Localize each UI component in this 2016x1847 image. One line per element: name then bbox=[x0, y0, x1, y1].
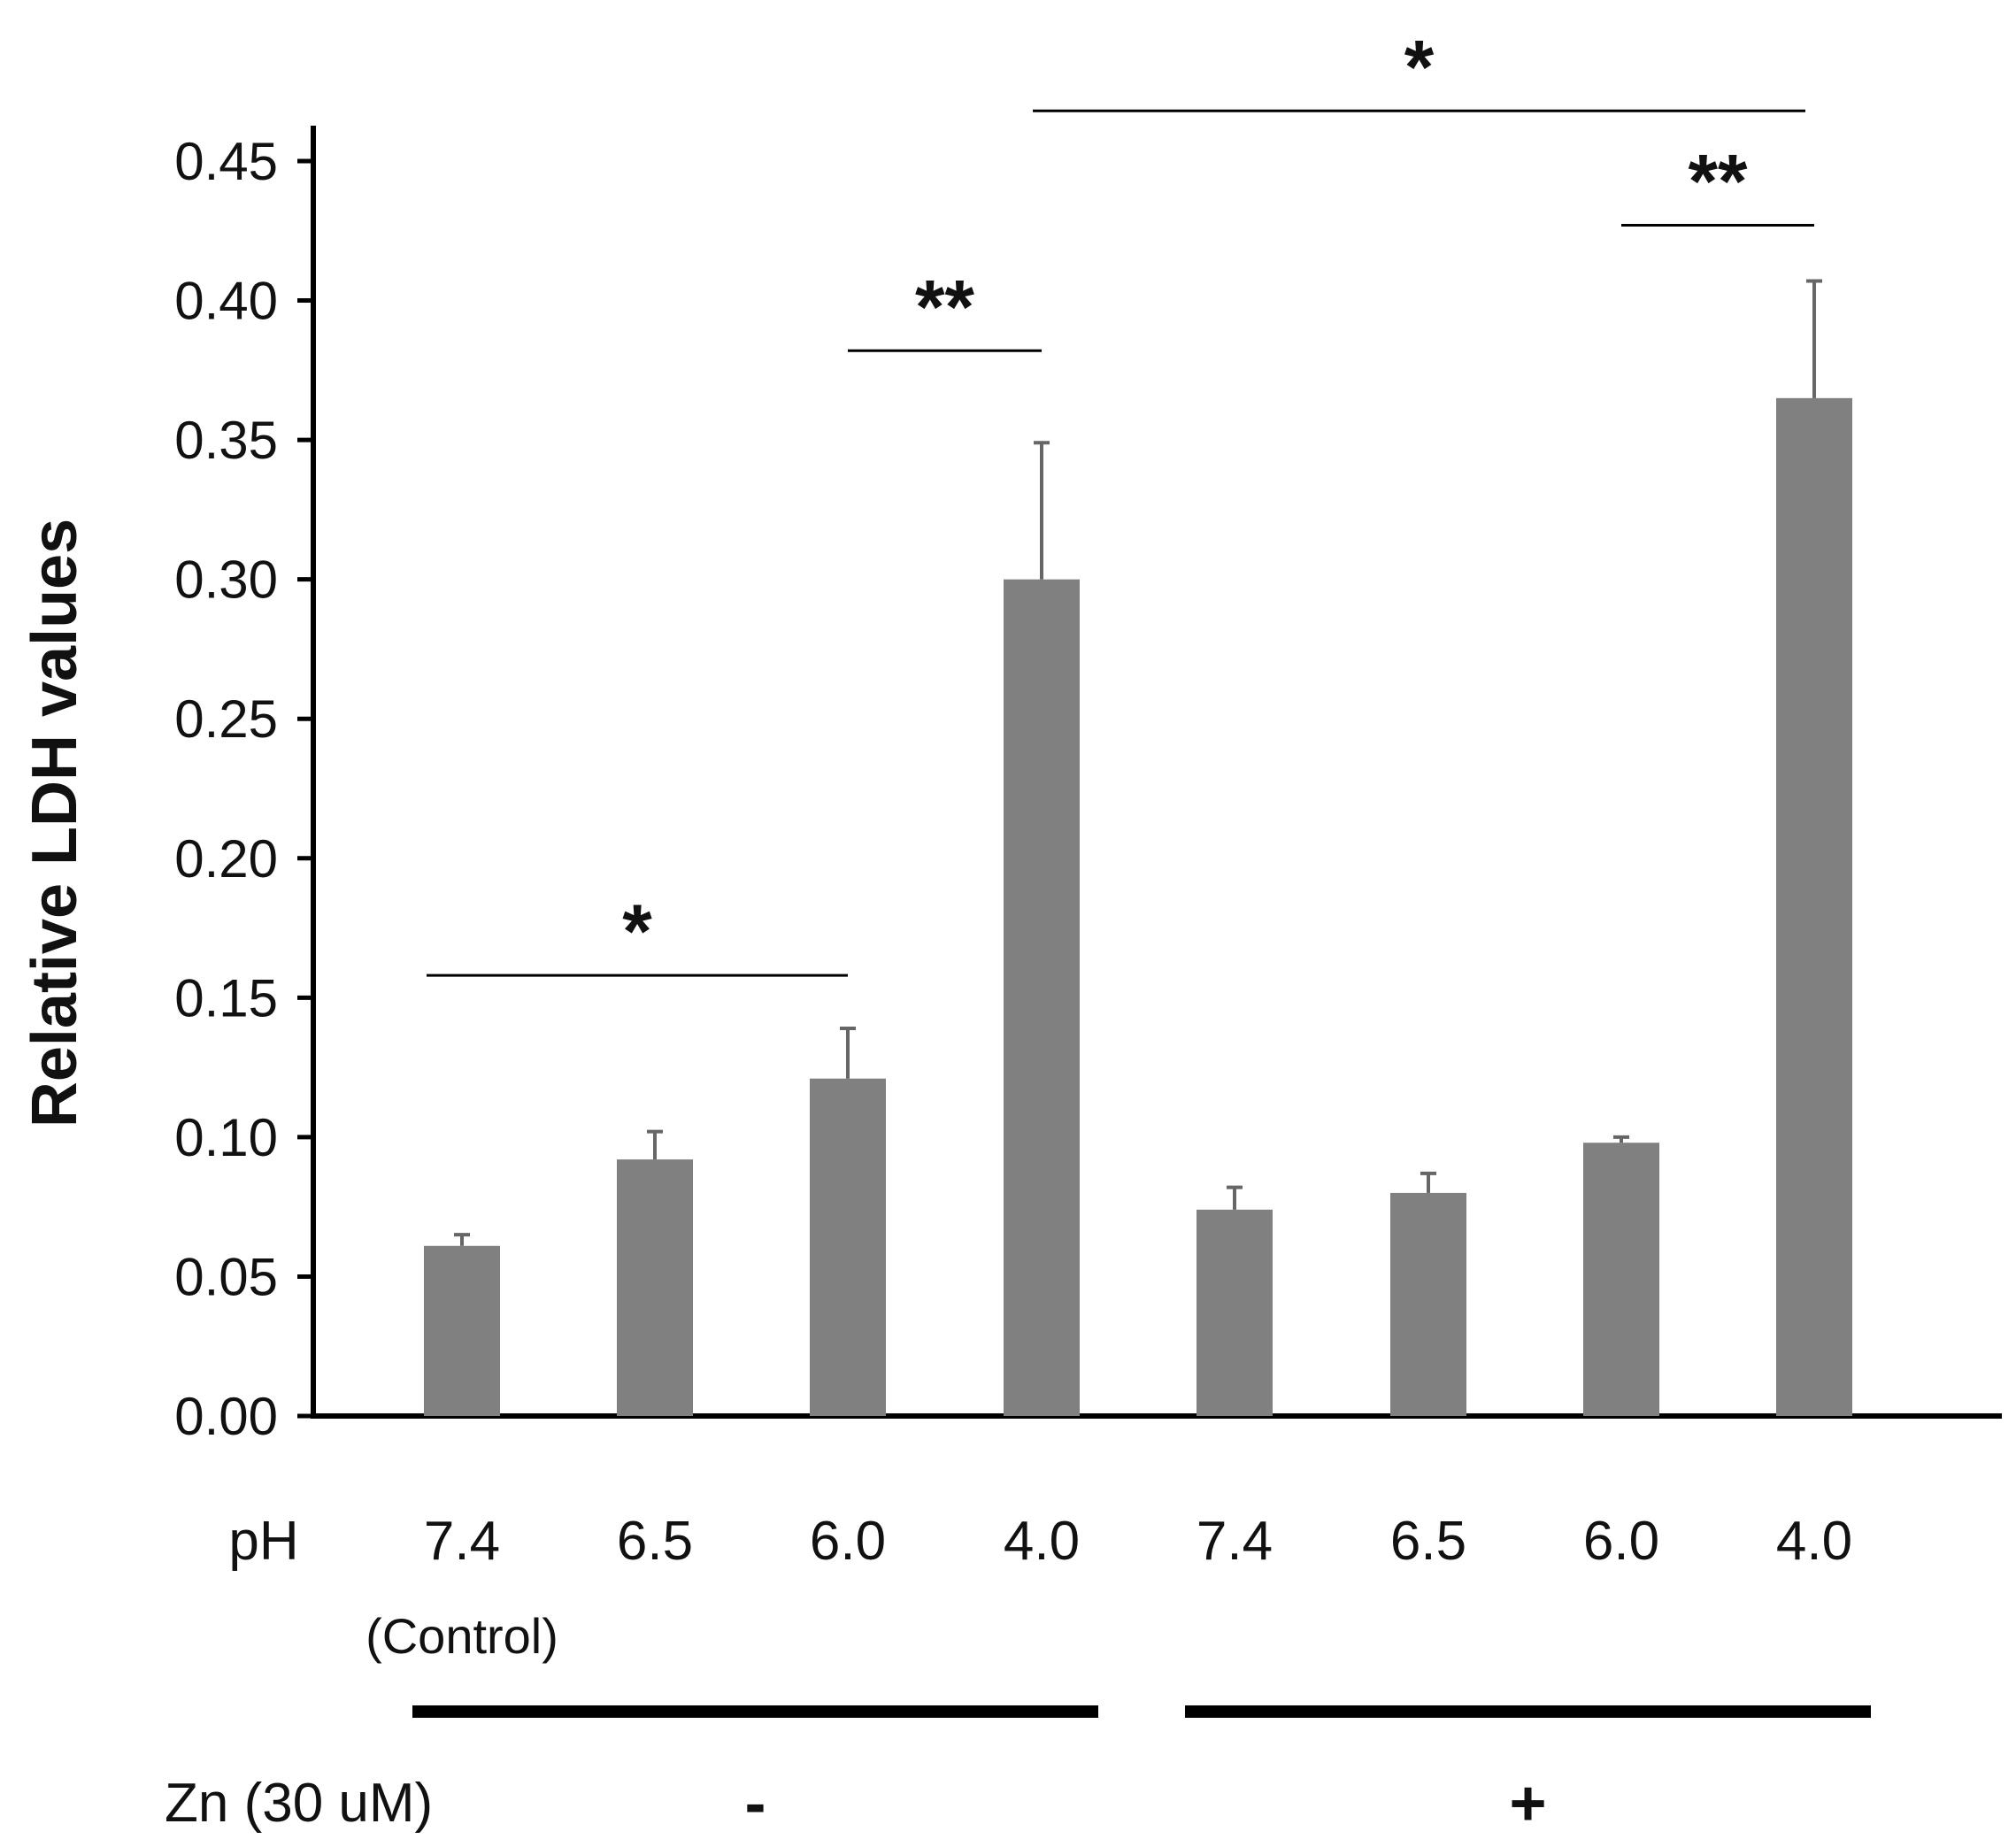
category-label: 6.0 bbox=[810, 1511, 886, 1572]
category-sublabel: (Control) bbox=[365, 1608, 558, 1664]
y-tick-label: 0.00 bbox=[174, 1387, 278, 1446]
category-label: 7.4 bbox=[1197, 1511, 1273, 1572]
bar bbox=[424, 1245, 500, 1416]
zn-row-label: Zn (30 uM) bbox=[165, 1773, 433, 1834]
y-tick-label: 0.20 bbox=[174, 829, 278, 889]
category-label: 6.0 bbox=[1583, 1511, 1659, 1572]
category-labels: 7.4 (Control) 6.5 6.0 4.0 7.4 6.5 6.0 4.0 bbox=[365, 1511, 1852, 1664]
significance-brackets: ****** bbox=[427, 25, 1814, 977]
category-label: 6.5 bbox=[1390, 1511, 1466, 1572]
category-label: 4.0 bbox=[1776, 1511, 1852, 1572]
group-sign: + bbox=[1509, 1768, 1546, 1839]
bar bbox=[1390, 1192, 1466, 1416]
significance-stars: * bbox=[622, 889, 652, 974]
bar bbox=[810, 1078, 886, 1416]
y-tick-label: 0.30 bbox=[174, 550, 278, 610]
y-axis-label: Relative LDH values bbox=[19, 519, 90, 1127]
group-sign: - bbox=[745, 1768, 766, 1839]
category-label: 6.5 bbox=[617, 1511, 693, 1572]
y-tick-label: 0.45 bbox=[174, 132, 278, 191]
significance-stars: * bbox=[1404, 25, 1435, 110]
ph-row-label: pH bbox=[228, 1511, 298, 1572]
bar bbox=[617, 1159, 693, 1416]
y-tick-label: 0.25 bbox=[174, 689, 278, 749]
y-tick-label: 0.05 bbox=[174, 1247, 278, 1306]
group-labels: - + bbox=[412, 1705, 1871, 1839]
bar bbox=[1004, 579, 1080, 1416]
y-tick-label: 0.35 bbox=[174, 411, 278, 470]
y-tick-label: 0.15 bbox=[174, 968, 278, 1027]
error-bars bbox=[454, 279, 1822, 1246]
category-label: 7.4 bbox=[424, 1511, 500, 1572]
bar bbox=[1583, 1143, 1659, 1416]
y-tick-label: 0.10 bbox=[174, 1108, 278, 1167]
bar bbox=[1776, 397, 1852, 1416]
bar bbox=[1197, 1209, 1273, 1416]
category-label: 4.0 bbox=[1004, 1511, 1080, 1572]
significance-stars: ** bbox=[915, 265, 974, 350]
bars bbox=[424, 397, 1852, 1416]
significance-stars: ** bbox=[1689, 139, 1748, 224]
y-tick-label: 0.40 bbox=[174, 272, 278, 331]
axes: 0.00 0.05 0.10 0.15 0.20 0.25 0.30 0.35 0.40 0.45 bbox=[174, 126, 2002, 1446]
